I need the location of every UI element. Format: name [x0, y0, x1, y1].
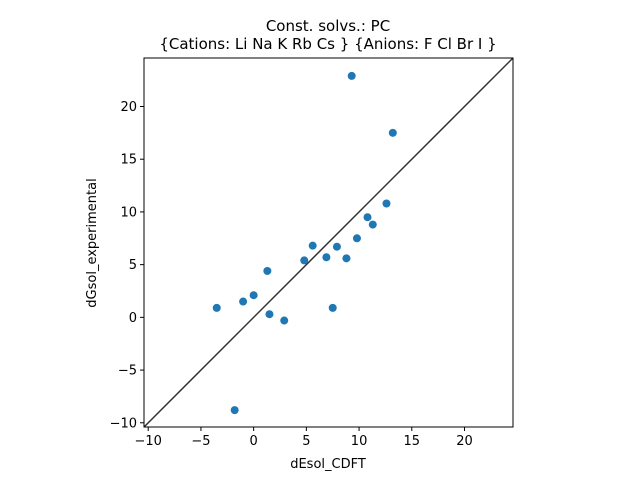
x-tick-label: −5 [191, 434, 210, 449]
x-tick-label: 10 [351, 434, 368, 449]
x-tick-label: 5 [302, 434, 310, 449]
identity-line [144, 58, 513, 427]
y-tick-label: 15 [120, 153, 137, 168]
x-tick-label: −10 [134, 434, 161, 449]
y-tick-label: 20 [120, 100, 137, 115]
data-point-15 [363, 213, 372, 222]
data-points [212, 71, 397, 415]
data-point-13 [347, 71, 356, 80]
data-point-7 [300, 256, 309, 265]
data-point-2 [249, 291, 258, 300]
plot-area [143, 57, 514, 428]
data-point-6 [280, 316, 289, 325]
data-point-12 [342, 254, 351, 263]
data-point-16 [368, 220, 377, 229]
data-point-10 [328, 303, 337, 312]
data-point-14 [352, 234, 361, 243]
x-tick-label: 0 [250, 434, 258, 449]
chart-title-line1: Const. solvs.: PC [266, 17, 390, 35]
x-tick-label: 20 [456, 434, 473, 449]
y-tick-label: −5 [118, 364, 137, 379]
y-tick-label: −10 [110, 416, 137, 431]
data-point-1 [239, 297, 248, 306]
y-tick-label: 5 [129, 258, 137, 273]
y-axis-label: dGsol_experimental [85, 178, 100, 307]
data-point-3 [230, 406, 239, 415]
data-point-4 [263, 266, 272, 275]
data-point-17 [382, 199, 391, 208]
y-axis-ticks: −10 −5 0 5 10 15 20 [110, 100, 144, 431]
y-tick-label: 0 [129, 311, 137, 326]
data-point-18 [388, 128, 397, 137]
x-axis-ticks: −10 −5 0 5 10 15 20 [134, 427, 473, 449]
data-point-11 [332, 242, 341, 251]
x-tick-label: 15 [404, 434, 421, 449]
data-point-8 [308, 241, 317, 250]
chart-title-line2: {Cations: Li Na K Rb Cs } {Anions: F Cl … [159, 35, 496, 53]
data-point-5 [265, 310, 274, 319]
plot-frame [143, 57, 514, 428]
x-axis-label: dEsol_CDFT [290, 457, 366, 472]
y-tick-label: 10 [120, 205, 137, 220]
data-point-9 [322, 253, 331, 262]
data-point-0 [212, 303, 221, 312]
